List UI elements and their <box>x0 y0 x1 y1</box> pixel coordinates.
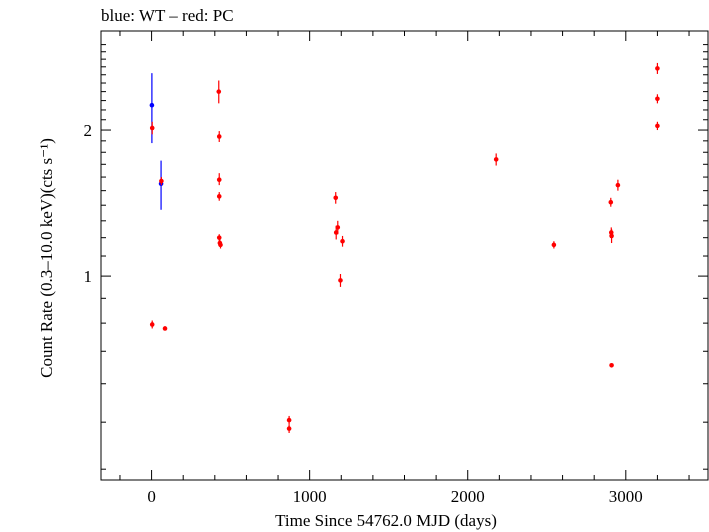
data-point <box>615 182 621 188</box>
x-axis-label: Time Since 54762.0 MJD (days) <box>275 511 497 530</box>
data-point <box>609 233 614 239</box>
data-point <box>655 96 660 102</box>
data-point <box>286 417 292 423</box>
data-point <box>149 125 155 131</box>
axis-ticks <box>101 31 708 480</box>
data-point <box>493 157 499 162</box>
data-point <box>609 362 614 368</box>
data-point <box>149 322 155 327</box>
x-tick-label: 0 <box>147 487 156 506</box>
data-point <box>216 134 222 139</box>
x-tick-label: 3000 <box>609 487 643 506</box>
tick-labels: 0 1000 2000 3000 1 2 <box>84 121 643 506</box>
data-point <box>608 199 614 205</box>
data-point <box>340 238 345 244</box>
data-point <box>216 177 222 183</box>
data-point <box>333 195 339 201</box>
data-point <box>216 89 222 94</box>
x-tick-label: 1000 <box>293 487 327 506</box>
data-point <box>159 178 164 184</box>
data-point <box>162 326 168 331</box>
data-point <box>338 278 343 283</box>
y-tick-label: 2 <box>84 121 93 140</box>
data-points <box>149 62 660 433</box>
data-point <box>149 102 155 108</box>
y-axis-label: Count Rate (0.3–10.0 keV)(cts s⁻¹) <box>37 138 56 378</box>
data-point <box>551 242 557 248</box>
data-point <box>655 66 660 71</box>
chart-title: blue: WT – red: PC <box>101 6 234 25</box>
data-point <box>216 235 222 240</box>
data-point <box>286 426 292 431</box>
data-point <box>655 123 660 129</box>
y-tick-label: 1 <box>84 267 93 286</box>
x-tick-label: 2000 <box>451 487 485 506</box>
data-point <box>218 242 223 248</box>
data-point <box>216 194 222 199</box>
data-point <box>335 225 341 230</box>
plot-frame <box>100 30 709 481</box>
